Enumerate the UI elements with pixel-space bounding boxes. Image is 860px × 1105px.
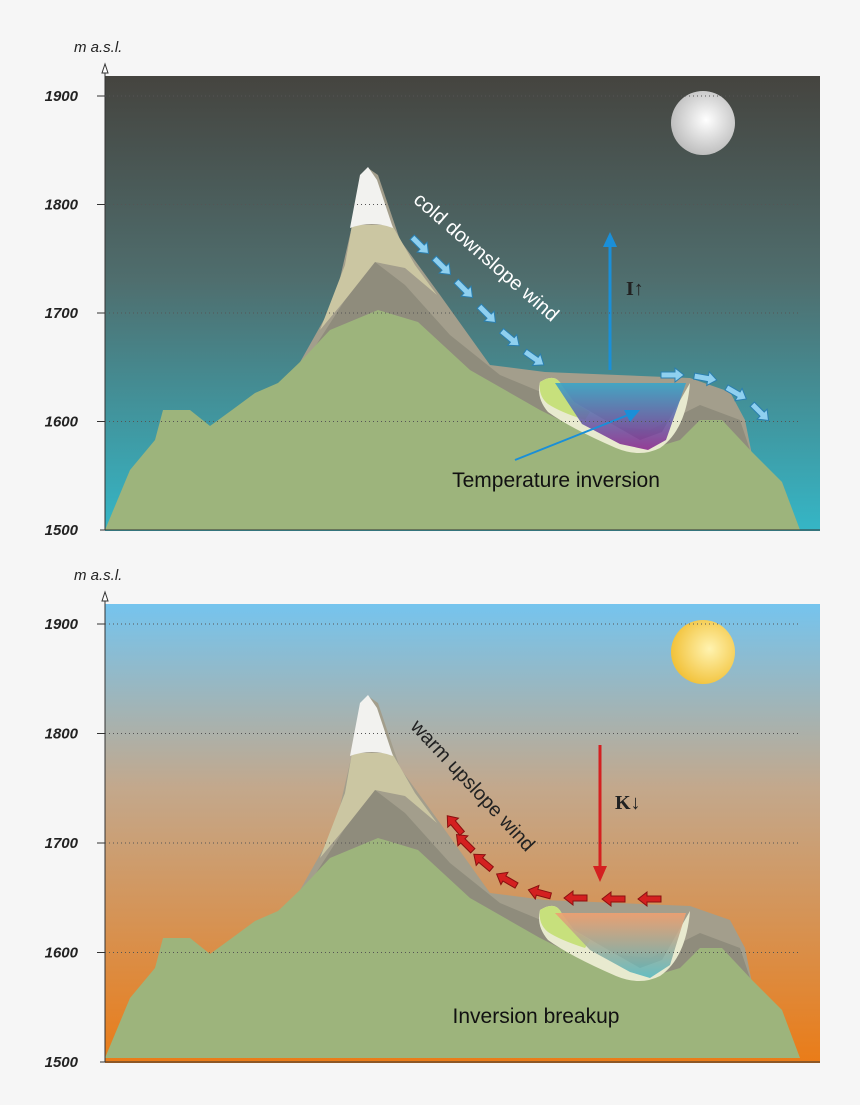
sun bbox=[671, 620, 735, 684]
axis-head bbox=[101, 590, 109, 602]
tick-label: 1500 bbox=[45, 1054, 79, 1071]
tick-label: 1700 bbox=[45, 835, 79, 852]
wind-arrow bbox=[563, 889, 588, 907]
flux-arrow-head bbox=[593, 866, 607, 882]
inversion-pool bbox=[555, 913, 686, 978]
tick-label: 1600 bbox=[45, 945, 79, 962]
wind-arrow bbox=[660, 366, 685, 384]
caption: Inversion breakup bbox=[453, 1005, 620, 1028]
tick-label: 1600 bbox=[45, 414, 79, 431]
wind-arrow bbox=[749, 401, 770, 422]
wind-arrow bbox=[476, 303, 497, 324]
pointer-head bbox=[624, 410, 640, 422]
wind-arrow bbox=[527, 884, 553, 901]
wind-arrow bbox=[453, 278, 474, 299]
wind-arrow bbox=[409, 234, 430, 255]
wind-arrow bbox=[637, 890, 662, 908]
wind-arrow bbox=[693, 370, 718, 387]
caption: Temperature inversion bbox=[452, 469, 660, 492]
wind-arrow bbox=[455, 833, 476, 854]
moon bbox=[671, 91, 735, 155]
wind-arrow bbox=[724, 384, 748, 402]
tick-label: 1800 bbox=[45, 726, 79, 743]
axis-head bbox=[101, 62, 109, 74]
wind-arrow bbox=[495, 871, 519, 889]
axis-label: m a.s.l. bbox=[74, 567, 122, 584]
wind-arrow bbox=[473, 853, 495, 873]
wind-arrow bbox=[601, 890, 626, 908]
tick-label: 1900 bbox=[45, 88, 79, 105]
tick-label: 1800 bbox=[45, 197, 79, 214]
inversion-pool bbox=[555, 383, 686, 450]
wind-arrow bbox=[446, 815, 466, 837]
flux-label: K↓ bbox=[615, 792, 641, 814]
flux-label: I↑ bbox=[626, 278, 644, 300]
tick-label: 1900 bbox=[45, 616, 79, 633]
wind-arrow bbox=[522, 348, 545, 367]
tick-label: 1700 bbox=[45, 305, 79, 322]
wind-arrow bbox=[431, 255, 452, 276]
wind-arrow bbox=[498, 327, 520, 347]
axis-label: m a.s.l. bbox=[74, 39, 122, 56]
pointer bbox=[514, 414, 629, 461]
flux-arrow-head bbox=[603, 232, 617, 247]
tick-label: 1500 bbox=[45, 522, 79, 539]
